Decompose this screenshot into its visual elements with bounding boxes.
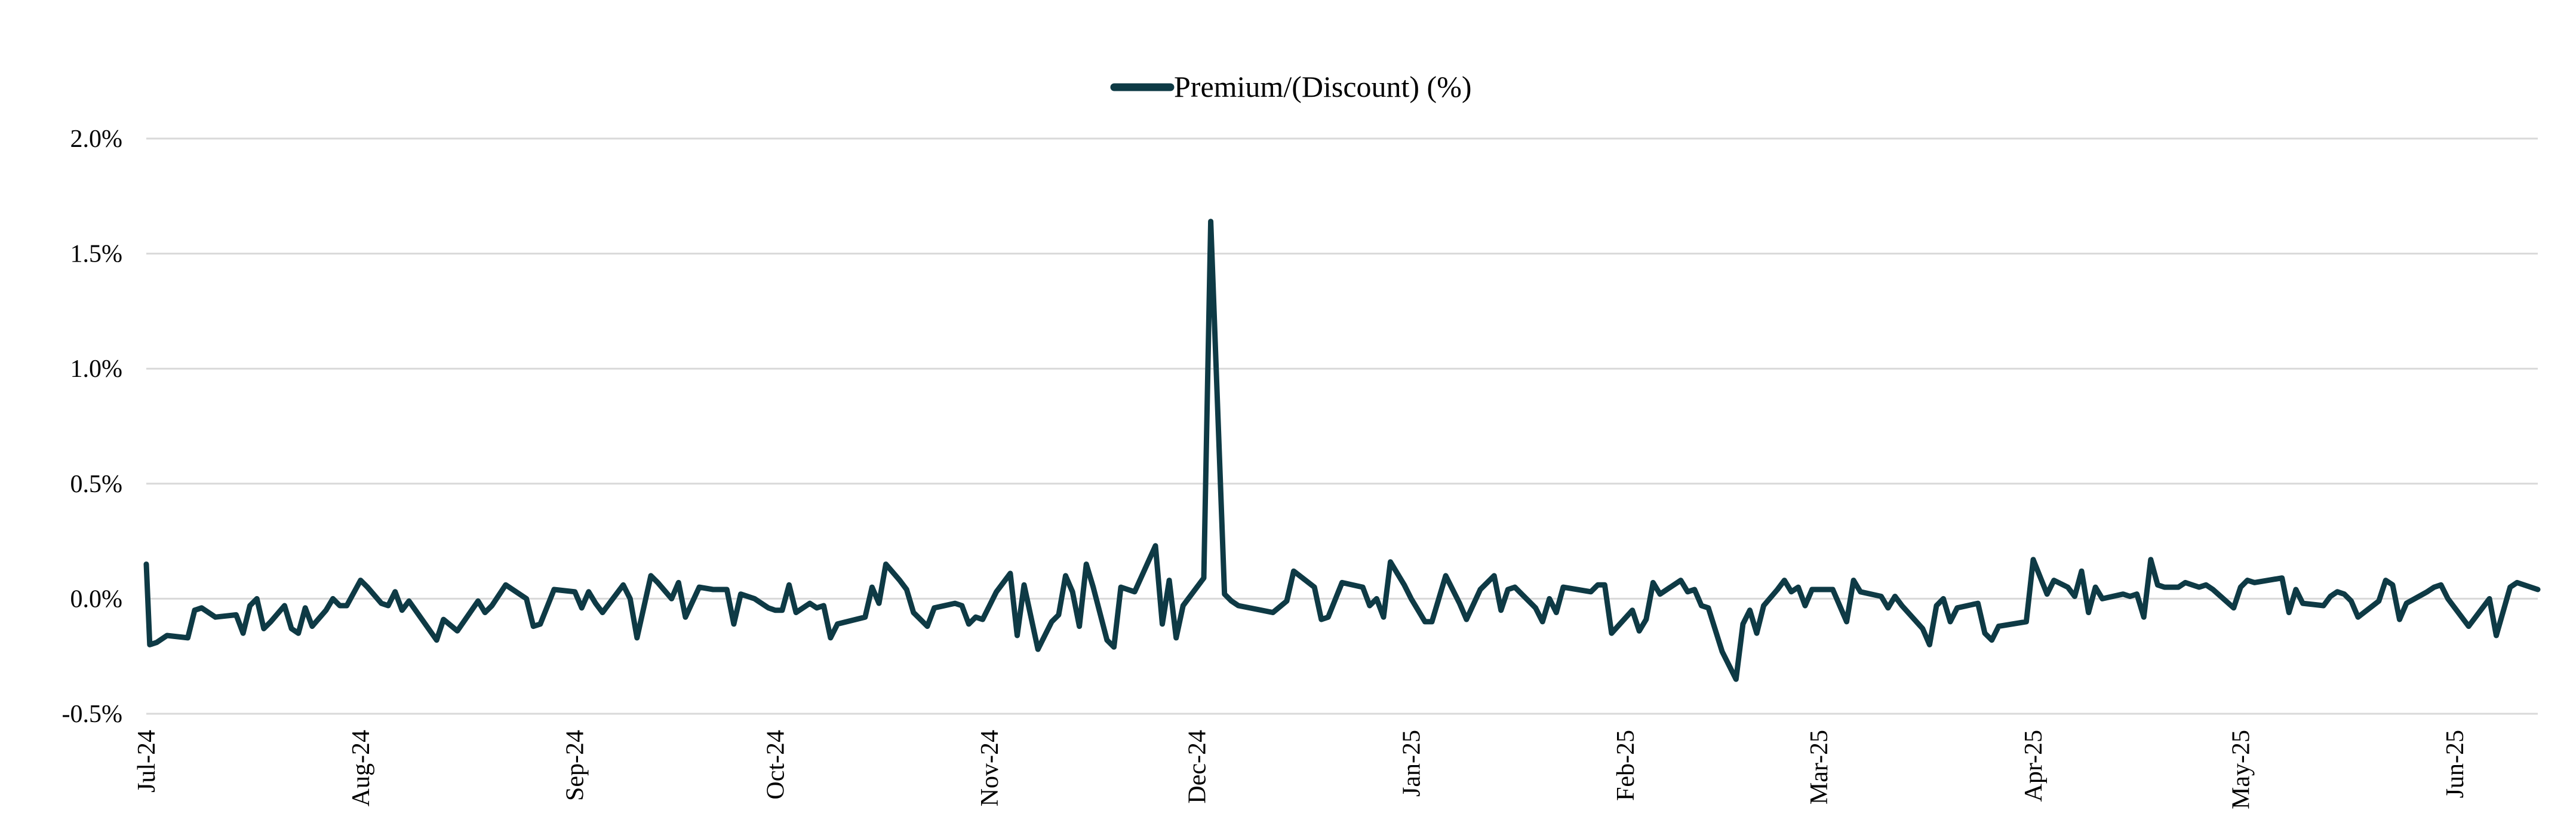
x-tick-label: Oct-24 [762,730,789,800]
x-tick-label: Apr-25 [2020,730,2048,802]
series-lines [143,219,2541,682]
x-tick-label: Aug-24 [348,730,375,806]
x-tick-label: Jul-24 [133,730,161,793]
series-line-premium-discount [143,219,2541,682]
x-tick-label: Nov-24 [976,730,1004,806]
y-tick-label: -0.5% [62,701,122,728]
x-tick-label: Jun-25 [2442,730,2469,798]
x-axis-tick-labels: Jul-24 Aug-24 Sep-24 Oct-24 Nov-24 Dec-24 Jan-… [133,730,2469,809]
y-tick-label: 0.5% [70,471,123,498]
y-tick-label: 1.5% [70,241,123,268]
y-tick-label: 0.0% [70,585,123,613]
y-tick-label: 1.0% [70,355,123,383]
y-axis-tick-labels: -0.5% 0.0% 0.5% 1.0% 1.5% 2.0% [62,125,122,728]
x-tick-label: Dec-24 [1184,730,1211,804]
gridlines [146,137,2538,715]
x-tick-label: Jan-25 [1398,730,1425,797]
y-tick-label: 2.0% [70,125,123,153]
x-tick-label: Sep-24 [562,730,589,801]
x-tick-label: Mar-25 [1806,730,1833,805]
legend-label: Premium/(Discount) (%) [1174,70,1472,103]
legend: Premium/(Discount) (%) [1110,70,1472,103]
x-tick-label: Feb-25 [1612,730,1640,801]
x-tick-label: May-25 [2227,730,2255,809]
